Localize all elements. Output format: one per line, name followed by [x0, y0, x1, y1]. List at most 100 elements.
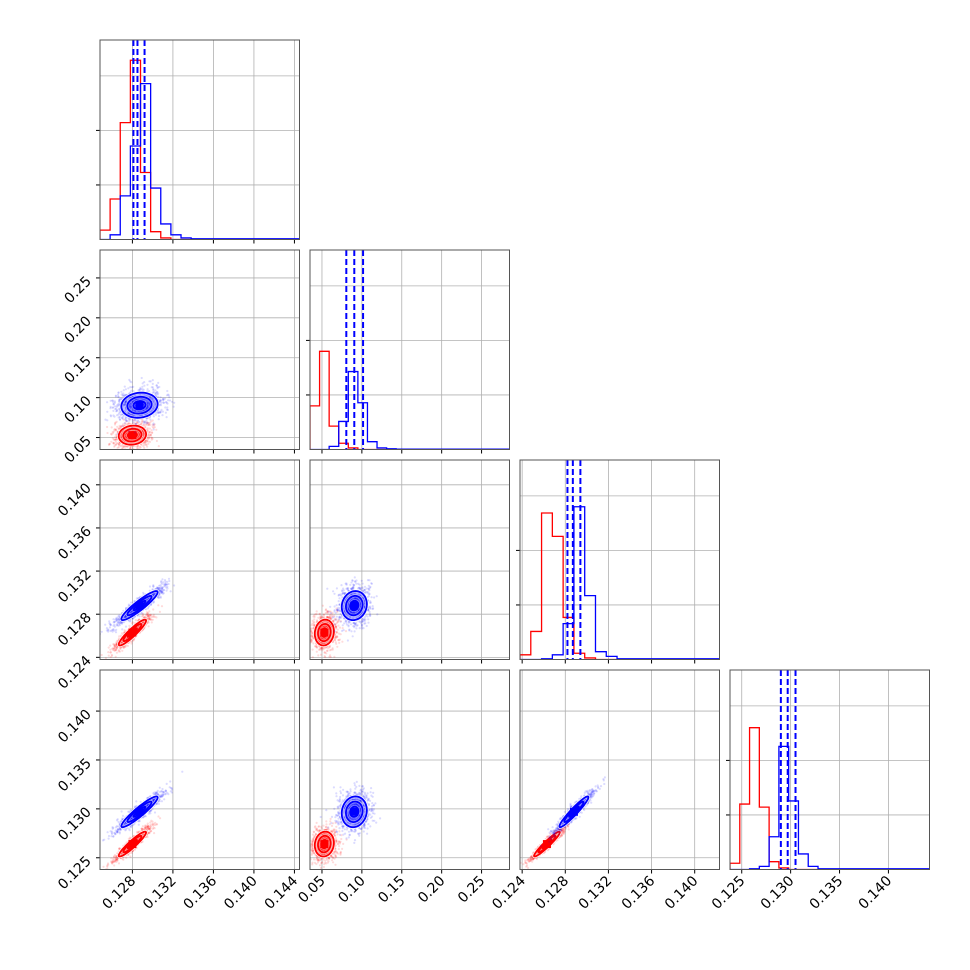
sample-point — [327, 616, 330, 619]
sample-point — [333, 592, 336, 595]
sample-point — [166, 406, 169, 409]
sample-point — [126, 644, 129, 648]
sample-point — [339, 620, 342, 623]
sample-point — [119, 444, 122, 447]
sample-point — [122, 415, 125, 418]
sample-point — [159, 595, 162, 598]
sample-point — [118, 615, 121, 618]
sample-point — [115, 428, 118, 431]
sample-point — [109, 623, 112, 626]
sample-point — [156, 393, 159, 396]
sample-point — [129, 418, 132, 421]
sample-point — [145, 422, 148, 425]
sample-point — [152, 423, 155, 426]
sample-point — [152, 584, 155, 587]
sample-point — [113, 400, 116, 403]
sample-point — [339, 620, 342, 623]
sample-point — [157, 596, 160, 600]
sample-point — [128, 405, 131, 408]
sample-point — [160, 580, 163, 583]
sample-point — [157, 381, 160, 384]
sample-point — [363, 622, 366, 625]
histogram-series_b — [100, 59, 300, 240]
sample-point — [318, 612, 322, 616]
sample-point — [151, 423, 154, 426]
sample-point — [117, 446, 120, 449]
sample-point — [319, 616, 322, 619]
sample-point — [158, 584, 161, 587]
sample-point — [159, 404, 162, 407]
sample-point — [154, 393, 157, 396]
sample-point — [310, 629, 313, 633]
sample-point — [310, 632, 313, 635]
sample-point — [330, 648, 333, 651]
sample-point — [124, 400, 128, 403]
sample-point — [141, 382, 144, 385]
sample-point — [334, 617, 337, 620]
sample-point — [154, 413, 157, 416]
sample-point — [310, 635, 313, 638]
sample-point — [145, 443, 148, 446]
sample-point — [114, 438, 117, 441]
sample-point — [158, 400, 161, 403]
sample-point — [115, 618, 118, 621]
sample-point — [157, 412, 160, 415]
sample-point — [142, 422, 145, 425]
sample-point — [106, 410, 109, 413]
sample-point — [146, 406, 149, 409]
sample-point — [328, 646, 331, 649]
sample-point — [148, 617, 151, 620]
sample-point — [114, 443, 117, 446]
sample-point — [144, 421, 147, 424]
sample-point — [145, 612, 149, 616]
sample-point — [114, 440, 117, 443]
sample-point — [140, 421, 143, 424]
sample-point — [147, 621, 150, 624]
y-tick-label: 0.20 — [61, 313, 94, 346]
sample-point — [113, 415, 116, 418]
sample-point — [334, 625, 337, 628]
sample-point — [157, 392, 160, 395]
sample-point — [142, 591, 145, 594]
sample-point — [117, 650, 120, 653]
sample-point — [151, 618, 154, 621]
sample-point — [146, 612, 149, 615]
sample-point — [320, 647, 323, 650]
sample-point — [159, 410, 162, 413]
sample-point — [140, 451, 142, 453]
sample-point — [114, 395, 117, 398]
sample-point — [137, 389, 140, 392]
sample-point — [105, 629, 108, 632]
sample-point — [117, 624, 120, 627]
sample-point — [335, 635, 338, 638]
sample-point — [145, 422, 148, 425]
sample-point — [113, 649, 116, 652]
sample-point — [147, 423, 150, 426]
sample-point — [142, 433, 145, 436]
sample-point — [157, 418, 160, 421]
sample-point — [114, 648, 117, 652]
sample-point — [142, 388, 145, 391]
sample-point — [335, 626, 338, 629]
sample-point — [163, 588, 166, 592]
sample-point — [169, 590, 172, 593]
sample-point — [344, 630, 348, 633]
sample-point — [144, 441, 147, 444]
sample-point — [145, 407, 148, 410]
sample-point — [116, 446, 119, 449]
sample-point — [332, 619, 335, 622]
sample-point — [161, 590, 164, 594]
sample-point — [152, 585, 155, 588]
sample-point — [117, 416, 120, 419]
sample-point — [148, 589, 151, 592]
sample-point — [112, 649, 115, 652]
sample-point — [166, 389, 169, 393]
sample-point — [148, 614, 151, 617]
sample-point — [142, 442, 145, 445]
sample-point — [118, 398, 121, 401]
sample-point — [110, 629, 113, 632]
sample-point — [156, 387, 159, 390]
sample-point — [128, 418, 131, 421]
sample-point — [153, 426, 156, 429]
sample-point — [128, 404, 131, 407]
